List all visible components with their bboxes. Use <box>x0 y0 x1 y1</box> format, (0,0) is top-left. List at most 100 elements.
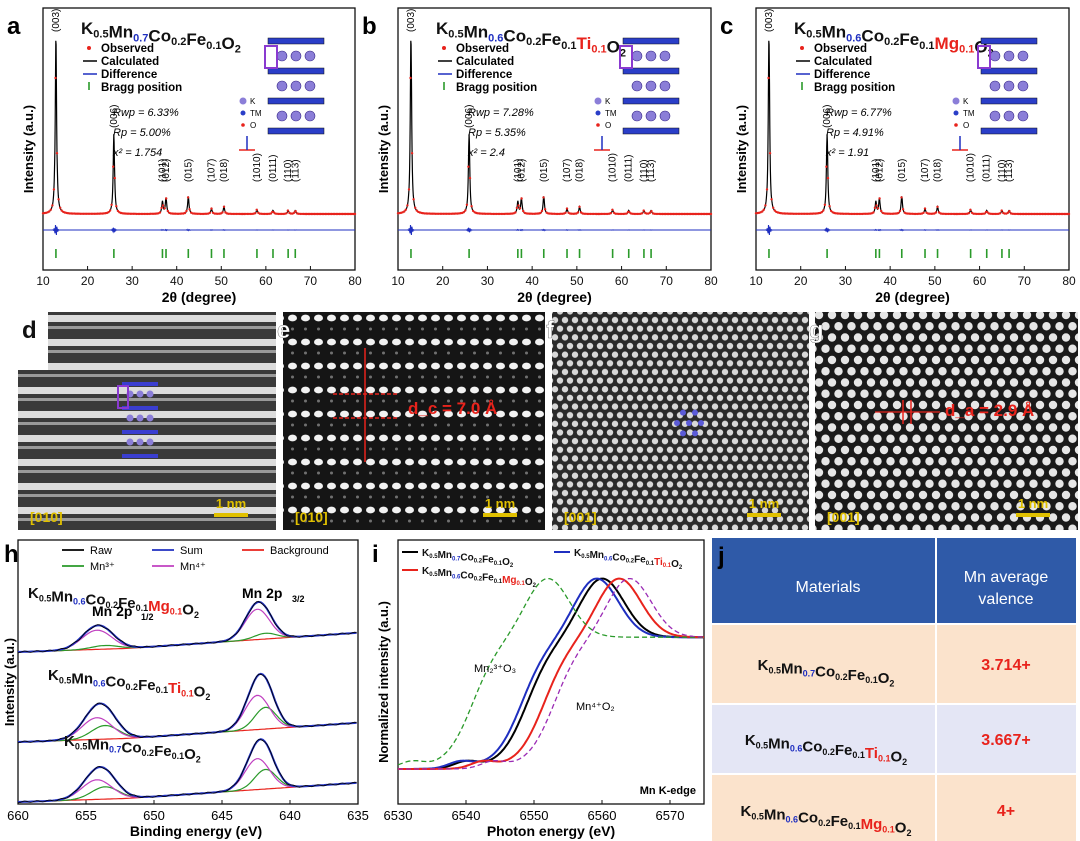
scale-bar-label: 1 nm <box>749 496 779 511</box>
x-tick-label: 60 <box>259 274 273 288</box>
observed-point <box>468 176 472 180</box>
panel-letter: j <box>717 543 725 570</box>
observed-point <box>542 196 545 199</box>
observed-point <box>107 211 110 214</box>
observed-point <box>407 188 411 191</box>
formula-part: Mn <box>71 670 93 687</box>
o-marker <box>954 123 958 127</box>
observed-point <box>49 208 52 211</box>
formula-part: 0.2 <box>835 672 848 682</box>
formula-part: 0.5 <box>756 740 769 750</box>
legend-o: O <box>605 121 611 130</box>
rp-value: Rp = 5.00% <box>113 127 171 139</box>
formula-part: 0.1 <box>561 40 576 52</box>
x-tick-label: 50 <box>215 274 229 288</box>
hkl-label: (015) <box>897 159 908 182</box>
legend-bragg: Bragg position <box>456 82 537 94</box>
legend-o: O <box>963 121 969 130</box>
header-valence-line2: valence <box>978 591 1033 608</box>
observed-point <box>825 165 828 168</box>
hexagonal-marker <box>680 430 686 437</box>
observed-point <box>936 205 939 208</box>
formula-part: Mn <box>51 588 73 605</box>
panel-letter: d <box>22 317 37 344</box>
observed-point <box>539 211 542 215</box>
x-axis-label: Photon energy (eV) <box>487 823 615 839</box>
sample-formula: K0.5Mn0.7Co0.2Fe0.1O2 <box>64 733 201 765</box>
k-atom <box>1017 50 1029 62</box>
observed-point <box>828 205 831 208</box>
observed-point <box>185 209 188 213</box>
reference-label: Mn⁴⁺O₂ <box>576 701 615 713</box>
panel-letter: b <box>362 13 377 40</box>
observed-point <box>403 210 406 213</box>
x-tick-label: 640 <box>279 808 301 823</box>
panel-letter: g <box>809 317 824 344</box>
o-marker <box>596 123 600 127</box>
xas-series-line <box>398 577 704 770</box>
scale-bar <box>214 513 248 517</box>
zone-axis-label: [010] <box>30 509 63 525</box>
formula-part: 0.1 <box>517 581 526 587</box>
formula-part: 0.1 <box>136 603 149 613</box>
k-atom-overlay <box>126 438 134 446</box>
hkl-label: (101) <box>157 159 168 182</box>
formula-part: K <box>745 732 756 749</box>
observed-point <box>183 211 187 215</box>
formula-part: 0.1 <box>848 821 861 831</box>
xrd-panel-c: 10 20 30 40 50 60 70 80 2θ (degree) Intensity (a.… <box>720 7 1076 305</box>
scale-bar-label: 1 nm <box>216 496 246 511</box>
legend-observed: Observed <box>456 43 509 55</box>
tm-layer <box>980 97 1038 105</box>
formula-part: 0.2 <box>818 818 831 828</box>
formula-part: O <box>182 602 194 619</box>
zone-axis-label: [001] <box>827 509 860 525</box>
sample-formula: K0.5Mn0.6Co0.2Fe0.1Ti0.1O2 <box>48 667 210 702</box>
hkl-label: (012) <box>874 159 885 182</box>
formula-part: 0.2 <box>474 577 483 583</box>
zone-axis-label: [010] <box>295 509 328 525</box>
observed-point <box>412 198 415 201</box>
observed-point <box>934 211 938 214</box>
legend-tm: TM <box>250 109 262 118</box>
x-tick-label: 80 <box>348 274 362 288</box>
formula-part: 0.5 <box>93 29 108 41</box>
x-tick-label: 70 <box>660 274 674 288</box>
observed-point <box>522 209 525 213</box>
k-atom <box>290 110 302 122</box>
formula-part: Mn <box>590 550 604 561</box>
formula-part: Fe <box>541 30 561 49</box>
formula-part: K <box>574 548 582 559</box>
k-atom <box>645 110 657 122</box>
hkl-label: (110) <box>639 159 650 182</box>
observed-point <box>55 152 59 155</box>
y-axis-label: Intensity (a.u.) <box>376 105 391 193</box>
formula-part: 0.1 <box>591 44 606 56</box>
observed-point <box>764 204 767 207</box>
k-atom <box>1003 80 1015 92</box>
xrd-panel-a: 10 20 30 40 50 60 70 80 2θ (degree) Intensity (a.… <box>7 7 362 305</box>
x-tick-label: 70 <box>304 274 318 288</box>
hkl-label: (107) <box>206 159 217 182</box>
observed-point <box>578 205 581 208</box>
formula-part: 0.5 <box>39 593 52 603</box>
formula-part: K <box>81 19 94 38</box>
formula-part: 0.1 <box>181 689 194 699</box>
rp-value: Rp = 4.91% <box>826 127 884 139</box>
hkl-label: (1010) <box>966 153 977 182</box>
hkl-label: (006) <box>464 105 475 128</box>
observed-point <box>762 208 765 211</box>
formula-part: Mg <box>935 34 960 53</box>
hkl-label: (012) <box>161 159 172 182</box>
xas-series-line <box>398 577 704 770</box>
observed-point <box>768 152 772 155</box>
k-atom <box>645 80 657 92</box>
observed-point <box>878 197 881 200</box>
k-atom-overlay <box>146 414 154 422</box>
hkl-label: (018) <box>933 159 944 182</box>
observed-point <box>820 211 823 214</box>
formula-part: Mn <box>764 806 786 823</box>
observed-point <box>922 211 925 214</box>
